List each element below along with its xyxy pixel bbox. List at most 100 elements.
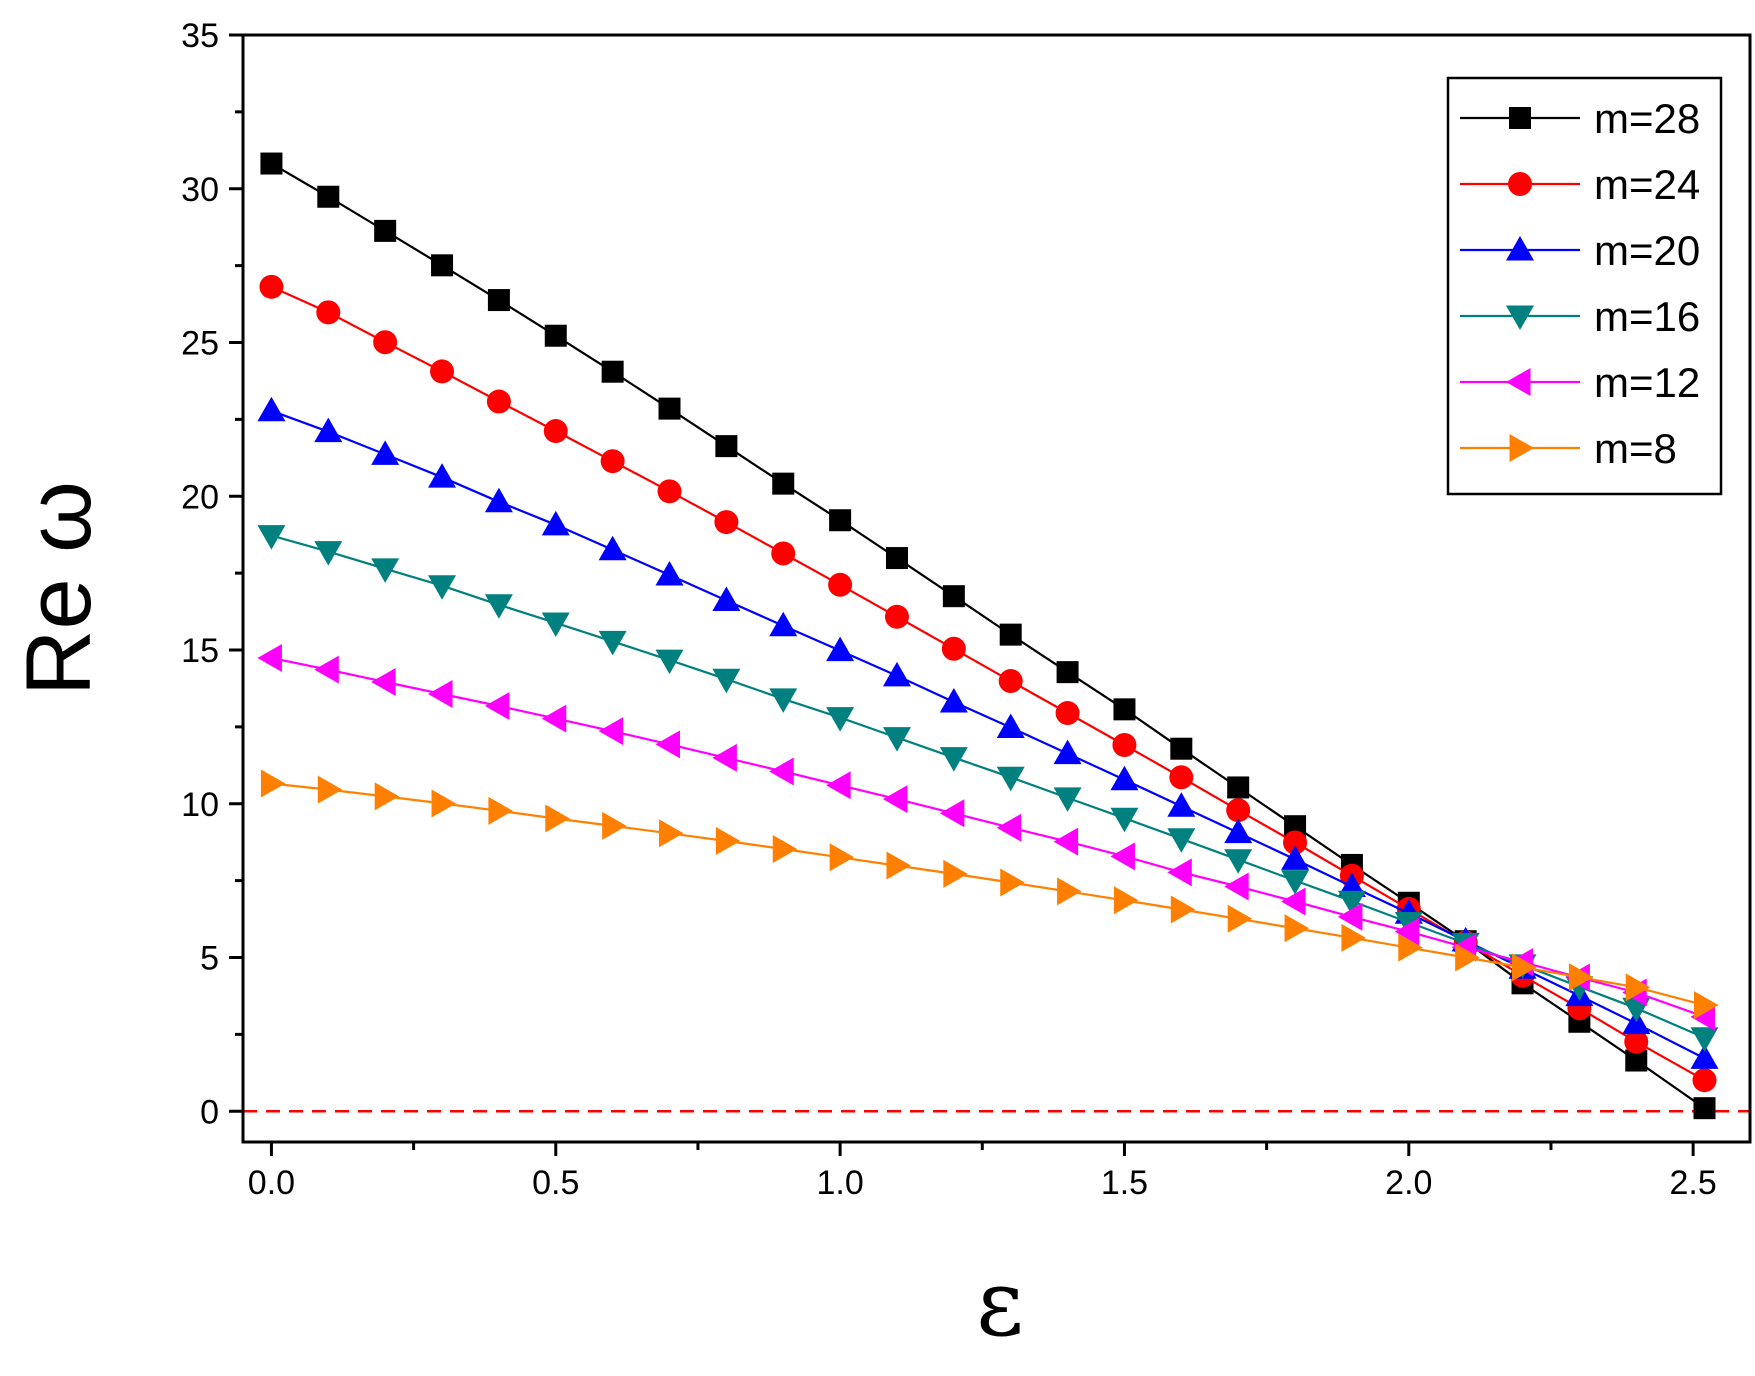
- data-point: [487, 289, 510, 312]
- data-point: [260, 152, 283, 175]
- data-point: [1055, 701, 1080, 726]
- y-tick-label: 0: [200, 1093, 219, 1131]
- data-point: [1455, 943, 1480, 972]
- data-point: [1625, 973, 1651, 1002]
- data-point: [543, 419, 568, 444]
- data-point: [771, 541, 796, 566]
- data-point: [1224, 818, 1253, 844]
- data-point: [1224, 872, 1249, 901]
- data-point: [829, 843, 855, 872]
- data-point: [602, 811, 627, 840]
- legend-marker: [1506, 305, 1534, 330]
- data-point: [1512, 953, 1537, 982]
- data-point: [1113, 698, 1136, 721]
- data-point: [541, 704, 567, 733]
- axis-ticks: 0.0 0.5 1.0 1.5 2.0 2.5 0 5 10 15 20 25 30 35: [181, 17, 1717, 1202]
- data-point: [715, 826, 741, 855]
- legend-entry: m=20: [1460, 227, 1700, 274]
- data-point: [772, 472, 795, 495]
- data-point: [257, 525, 286, 550]
- data-point: [428, 575, 457, 600]
- data-point: [428, 679, 453, 708]
- data-point: [996, 713, 1025, 738]
- legend-entry: m=24: [1460, 161, 1700, 208]
- data-point: [1693, 1097, 1716, 1120]
- data-point: [829, 509, 852, 532]
- legend-label: m=24: [1594, 161, 1700, 208]
- y-tick-label: 15: [181, 632, 219, 670]
- x-tick-label: 1.5: [1101, 1164, 1148, 1202]
- legend-marker: [1509, 107, 1531, 129]
- data-point: [1337, 890, 1366, 916]
- data-point: [260, 769, 286, 798]
- legend-box: [1446, 76, 1723, 496]
- data-point: [1625, 1049, 1648, 1072]
- data-point: [941, 636, 966, 661]
- data-point: [314, 541, 343, 566]
- data-point: [1227, 904, 1253, 933]
- legend: m=28 m=24 m=20 m=16 m=12 m=8: [1446, 76, 1723, 496]
- data-point: [826, 707, 855, 732]
- data-point: [317, 185, 340, 208]
- data-point: [769, 757, 794, 786]
- data-point: [659, 819, 684, 848]
- data-point: [374, 782, 400, 811]
- data-point: [601, 360, 624, 383]
- data-point: [942, 585, 965, 608]
- data-point: [998, 669, 1023, 694]
- data-point: [428, 463, 457, 488]
- plot-layer: [243, 152, 1750, 1120]
- data-point: [1337, 902, 1363, 931]
- data-point: [1169, 765, 1194, 790]
- data-point: [1224, 849, 1253, 874]
- data-point: [1281, 887, 1306, 916]
- data-point: [714, 510, 739, 535]
- legend-marker: [1509, 434, 1534, 462]
- data-point: [598, 630, 627, 656]
- legend-marker: [1506, 368, 1531, 396]
- data-point: [655, 730, 681, 759]
- data-point: [371, 440, 400, 465]
- data-point: [544, 324, 567, 347]
- data-point: [1281, 870, 1310, 895]
- x-tick-label: 0.5: [532, 1164, 579, 1202]
- data-point: [484, 594, 513, 619]
- data-point: [1112, 733, 1137, 758]
- y-tick-label: 10: [181, 786, 219, 824]
- legend-entry: m=16: [1460, 293, 1700, 340]
- data-point: [371, 667, 396, 696]
- data-point: [1170, 895, 1196, 924]
- data-point: [999, 623, 1022, 646]
- data-point: [541, 510, 570, 536]
- data-point: [996, 813, 1022, 842]
- data-point: [486, 389, 511, 414]
- data-point: [373, 330, 398, 355]
- data-point: [828, 572, 853, 597]
- legend-label: m=20: [1594, 227, 1700, 274]
- plot-frame: [241, 33, 1752, 1144]
- data-point: [939, 799, 965, 828]
- data-point: [1690, 1027, 1719, 1052]
- data-point: [259, 274, 284, 299]
- data-point: [1167, 792, 1196, 817]
- data-point: [1341, 923, 1366, 952]
- data-point: [939, 747, 968, 772]
- data-point: [317, 775, 343, 804]
- data-point: [598, 717, 624, 746]
- data-point: [1284, 914, 1310, 943]
- data-point: [371, 558, 400, 583]
- data-point: [541, 612, 570, 637]
- x-tick-label: 2.0: [1385, 1164, 1432, 1202]
- data-point: [712, 586, 741, 611]
- data-point: [1281, 845, 1310, 870]
- data-point: [598, 535, 627, 561]
- data-point: [769, 688, 798, 713]
- data-point: [545, 804, 570, 833]
- data-point: [1692, 1068, 1717, 1093]
- y-tick-label: 25: [181, 325, 219, 363]
- data-point: [882, 661, 911, 687]
- data-point: [826, 636, 855, 662]
- data-point: [1167, 828, 1196, 853]
